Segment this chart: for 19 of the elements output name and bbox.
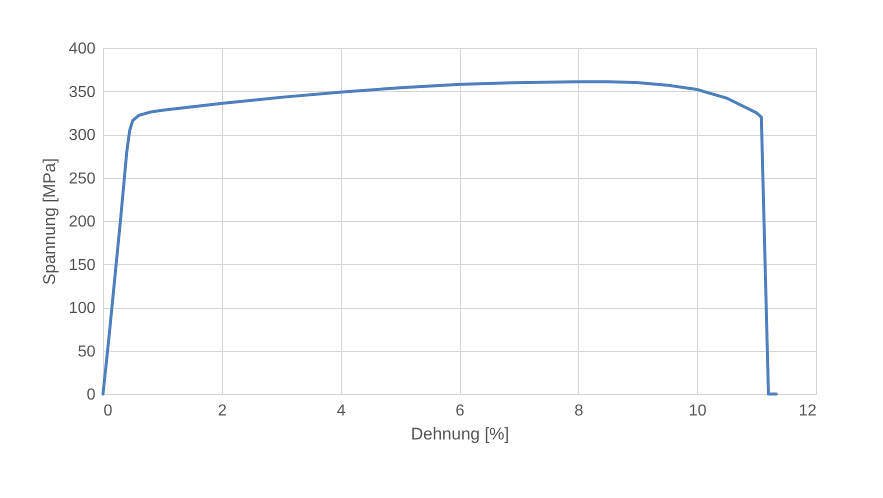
y-tick-label: 350 — [68, 84, 96, 101]
y-tick-label: 50 — [78, 343, 96, 360]
x-tick-label: 4 — [336, 402, 346, 420]
x-axis-title: Dehnung [%] — [410, 424, 510, 444]
x-tick-label: 0 — [104, 402, 112, 420]
y-tick-label: 250 — [68, 170, 96, 188]
y-tick-label: 150 — [68, 256, 96, 274]
y-axis-title: Spannung [MPa] — [40, 158, 59, 285]
x-tick-label: 2 — [218, 402, 227, 420]
y-tick-label: 300 — [68, 127, 96, 144]
y-tick-label: 200 — [68, 214, 96, 230]
y-tick-label: 100 — [68, 300, 96, 317]
x-tick-label: 6 — [456, 402, 465, 420]
line-series — [102, 80, 778, 396]
x-tick-label: 8 — [574, 402, 584, 420]
x-tick-label: 12 — [798, 402, 817, 420]
y-tick-label: 0 — [86, 386, 96, 404]
y-tick-label: 400 — [68, 40, 96, 58]
x-tick-label: 10 — [688, 402, 707, 420]
